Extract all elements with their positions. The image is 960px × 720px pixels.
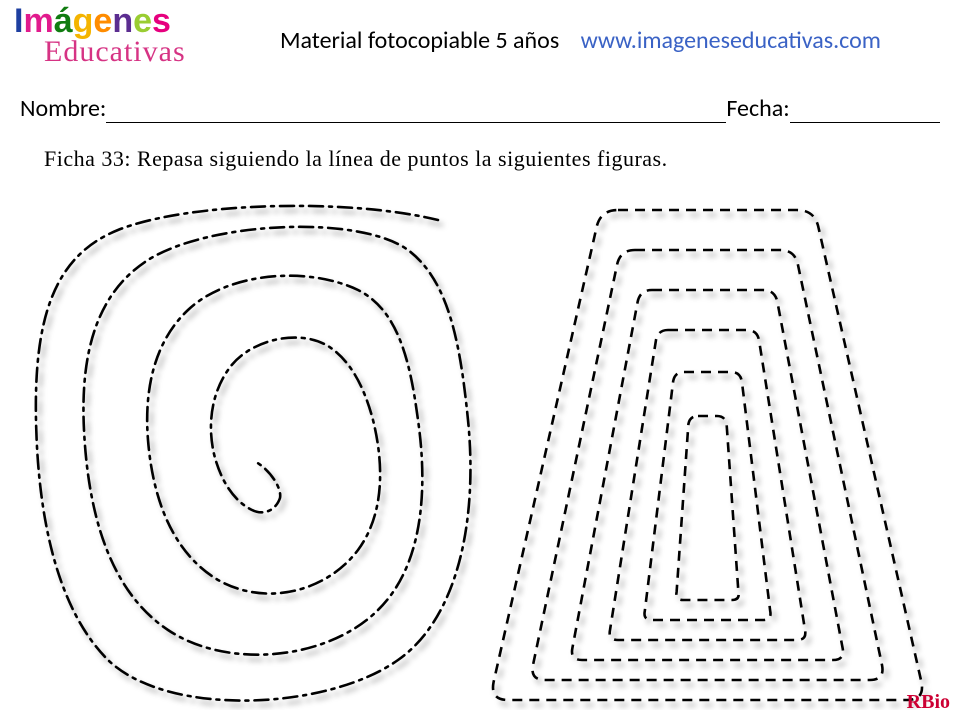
site-logo: Imágenes Educativas — [14, 4, 234, 67]
date-label: Fecha: — [726, 94, 789, 123]
trapezoid-trace-3 — [572, 290, 843, 660]
name-date-row: Nombre: Fecha: — [20, 94, 940, 123]
material-label: Material fotocopiable 5 años — [280, 26, 559, 55]
name-label: Nombre: — [20, 94, 106, 123]
trapezoid-trace-4 — [610, 330, 806, 640]
tracing-figures — [0, 190, 960, 710]
name-write-line[interactable] — [106, 100, 726, 123]
website-link[interactable]: www.imageneseducativas.com — [581, 26, 881, 55]
author-signature: RBio — [907, 691, 950, 714]
trapezoid-trace-2 — [533, 250, 883, 680]
trapezoid-trace-6 — [676, 416, 738, 600]
worksheet-instruction: Ficha 33: Repasa siguiendo la línea de p… — [44, 146, 668, 172]
logo-word-educativas: Educativas — [44, 36, 234, 68]
nested-trapezoids — [493, 210, 922, 700]
spiral-trace-path — [36, 206, 471, 701]
header-line: Material fotocopiable 5 años www.imagene… — [280, 26, 881, 55]
date-write-line[interactable] — [790, 100, 940, 123]
trapezoid-trace-1 — [493, 210, 922, 700]
worksheet-page: Imágenes Educativas Material fotocopiabl… — [0, 0, 960, 720]
trapezoid-trace-5 — [645, 372, 771, 620]
